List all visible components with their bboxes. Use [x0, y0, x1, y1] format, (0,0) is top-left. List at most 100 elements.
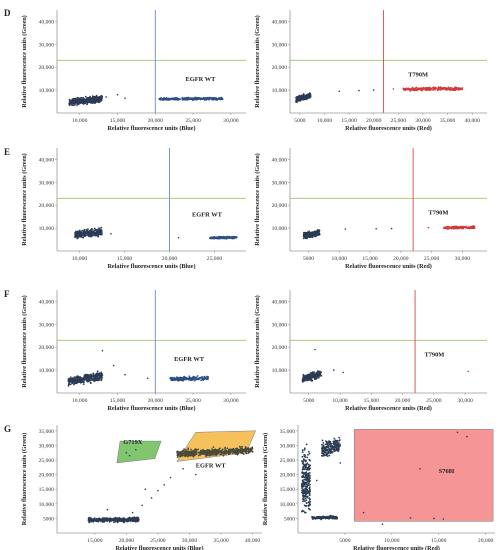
droplet-outlier: [339, 462, 342, 464]
droplet: [449, 87, 452, 89]
droplet: [77, 375, 80, 378]
droplet: [307, 450, 310, 453]
droplet: [316, 370, 319, 372]
droplet: [90, 373, 92, 376]
droplet: [73, 99, 76, 102]
droplet: [104, 518, 106, 520]
droplet: [179, 376, 182, 379]
droplet: [305, 490, 307, 493]
droplet: [464, 225, 467, 228]
droplet: [222, 448, 224, 451]
droplet: [249, 447, 252, 450]
droplet: [306, 486, 308, 488]
y-tick-label: 40,000: [39, 19, 55, 25]
chart-g-left: 15,000 20,000 25,000 30,000 35,000 40,0005000…: [21, 425, 262, 550]
droplet-cluster: [300, 443, 312, 514]
droplet: [407, 87, 410, 90]
droplet: [304, 474, 307, 477]
droplet-cluster: [443, 225, 476, 231]
droplet: [80, 100, 83, 103]
droplet: [301, 455, 304, 458]
droplet-outlier: [375, 227, 377, 230]
y-tick-label: 30,000: [272, 180, 288, 186]
droplet: [203, 99, 206, 101]
droplet: [101, 374, 104, 376]
y-tick-label: 20,000: [272, 65, 288, 71]
droplet: [412, 87, 414, 90]
droplet: [94, 379, 97, 382]
y-tick-label: 30,000: [272, 322, 288, 328]
droplet: [77, 235, 80, 238]
droplet: [301, 97, 304, 99]
x-tick-label: 25,000: [391, 118, 407, 124]
droplet: [301, 449, 304, 452]
droplet: [193, 454, 196, 457]
droplet: [302, 474, 304, 477]
droplet: [105, 519, 108, 522]
y-axis-label: Relative fluorescence units (Green): [254, 153, 261, 245]
droplet: [95, 518, 98, 521]
droplet: [82, 98, 85, 101]
droplet-cluster: [169, 375, 210, 382]
droplet: [313, 375, 316, 378]
droplet: [165, 97, 168, 100]
droplet: [308, 497, 311, 500]
droplet: [98, 98, 101, 101]
droplet-outlier: [342, 371, 344, 374]
droplet: [305, 505, 308, 507]
droplet: [244, 446, 247, 448]
x-axis-label: Relative fluorescence units (Blue): [115, 545, 203, 550]
droplet: [310, 379, 313, 382]
droplet: [101, 95, 104, 98]
droplet: [308, 492, 311, 495]
droplet: [454, 86, 456, 89]
droplet: [183, 451, 186, 453]
droplet: [410, 88, 413, 91]
droplet-cluster: [67, 370, 104, 387]
droplet: [333, 448, 336, 451]
droplet: [98, 227, 100, 230]
droplet: [301, 490, 304, 493]
droplet: [190, 379, 192, 382]
x-tick-label: 10,000: [317, 118, 333, 124]
droplet: [306, 480, 309, 483]
droplet: [305, 94, 308, 97]
droplet: [317, 375, 320, 378]
droplet: [197, 454, 200, 457]
droplet: [219, 450, 221, 453]
droplet: [229, 451, 232, 453]
droplet: [194, 449, 196, 452]
droplet: [200, 449, 203, 452]
y-tick-label: 30,000: [39, 42, 55, 48]
droplet: [220, 97, 223, 100]
droplet: [212, 450, 214, 453]
droplet: [323, 453, 326, 456]
chart-d-left: 10,000 15,000 20,000 25,000 30,00010,00020,0…: [21, 10, 246, 132]
droplet: [300, 95, 303, 97]
droplet: [97, 101, 100, 104]
droplet: [90, 229, 92, 231]
droplet: [306, 234, 309, 237]
droplet: [316, 232, 319, 234]
droplet: [84, 234, 86, 237]
droplet: [308, 494, 311, 496]
droplet: [325, 450, 327, 453]
droplet: [118, 516, 121, 519]
droplet: [176, 376, 179, 379]
annotation-label: EGFR WT: [196, 462, 227, 469]
droplet: [326, 441, 328, 444]
droplet: [123, 518, 126, 521]
x-tick-label: 20,000: [119, 538, 135, 544]
droplet: [88, 376, 90, 379]
droplet: [204, 376, 207, 379]
droplet: [78, 98, 81, 100]
droplet-outlier: [433, 517, 435, 520]
droplet: [209, 97, 212, 100]
droplet: [320, 517, 323, 520]
x-tick-label: 15,000: [362, 256, 378, 262]
droplet: [451, 226, 454, 229]
droplet: [178, 98, 181, 100]
y-axis-label: Relative fluorescence units (Green): [21, 295, 28, 387]
droplet: [230, 236, 232, 239]
droplet: [92, 373, 95, 375]
